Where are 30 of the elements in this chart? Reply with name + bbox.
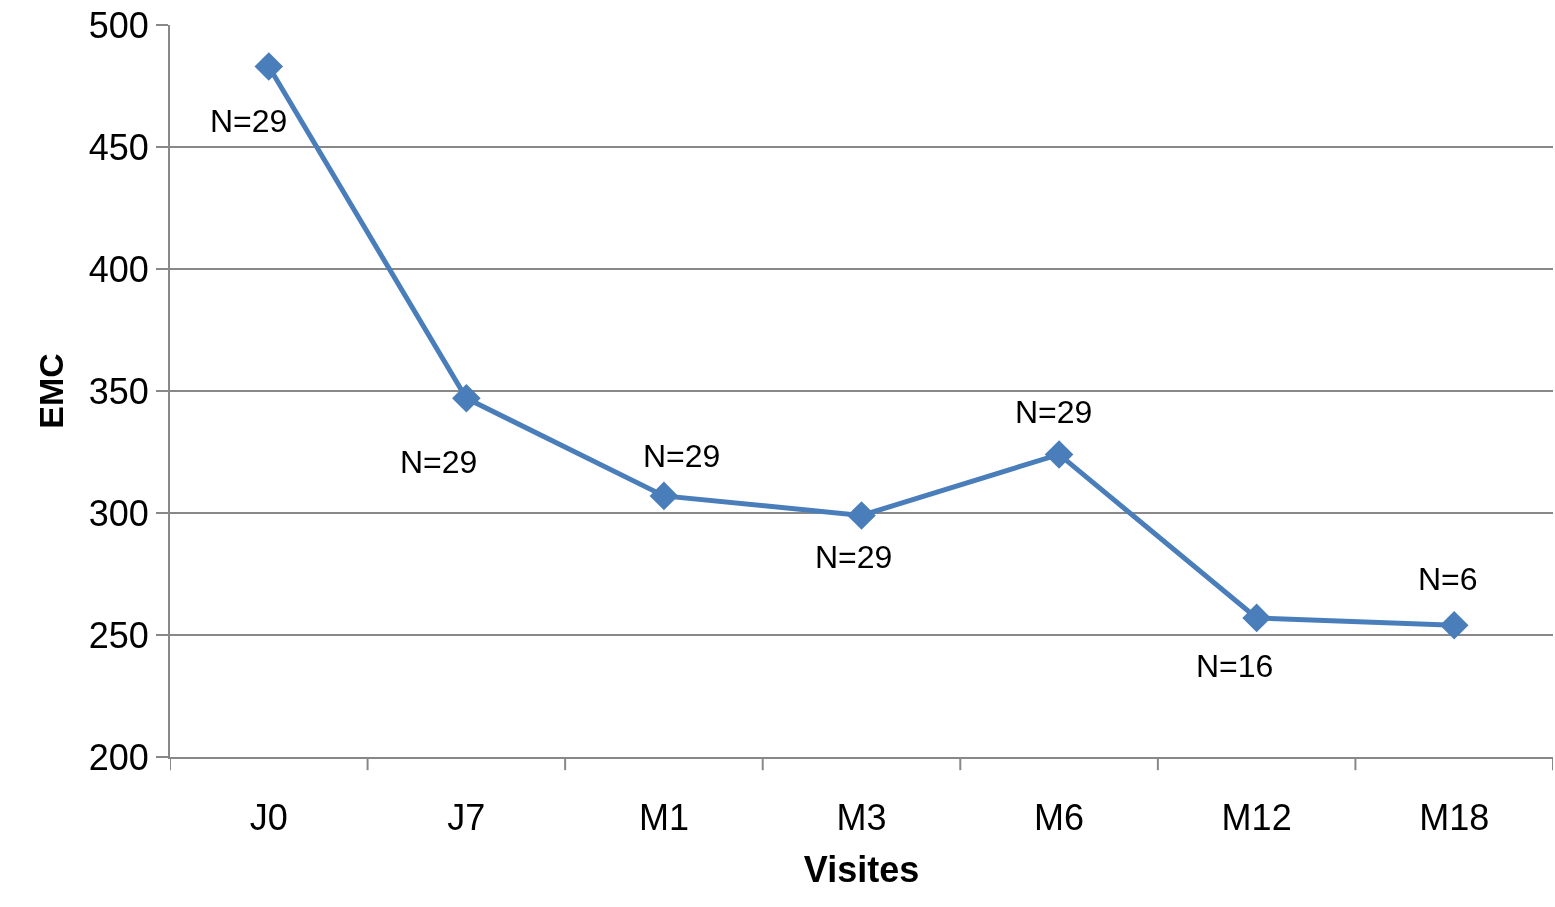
annotation: N=16 xyxy=(1196,648,1274,684)
point xyxy=(1044,440,1074,469)
y-tick-label: 500 xyxy=(88,4,149,46)
annotation: N=29 xyxy=(1015,394,1093,430)
y-tick-label: 250 xyxy=(88,614,149,656)
x-tick-label: M3 xyxy=(836,797,887,839)
x-tick-label: M6 xyxy=(1034,797,1085,839)
annotation: N=6 xyxy=(1418,561,1478,597)
y-tick-label: 450 xyxy=(88,126,149,168)
point xyxy=(847,501,876,530)
point xyxy=(1439,610,1469,640)
point xyxy=(649,481,679,511)
annotation: N=29 xyxy=(643,438,721,474)
annotation: N=29 xyxy=(815,539,893,575)
y-tick-label: 350 xyxy=(88,370,149,412)
x-tick-label: J7 xyxy=(447,797,486,839)
x-tick-label: M12 xyxy=(1221,797,1292,839)
y-tick-label: 300 xyxy=(88,492,149,534)
x-tick-label: M18 xyxy=(1419,797,1490,839)
x-axis-title: Visites xyxy=(803,849,920,891)
x-tick-label: J0 xyxy=(249,797,288,839)
y-tick-label: 200 xyxy=(88,736,149,778)
x-tick-label: M1 xyxy=(638,797,689,839)
annotation: N=29 xyxy=(210,103,288,139)
point xyxy=(254,52,284,81)
y-axis-title: EMC xyxy=(31,353,70,429)
annotation: N=29 xyxy=(400,444,478,480)
point xyxy=(1242,603,1271,633)
y-tick-label: 400 xyxy=(88,248,149,290)
point xyxy=(452,384,481,413)
